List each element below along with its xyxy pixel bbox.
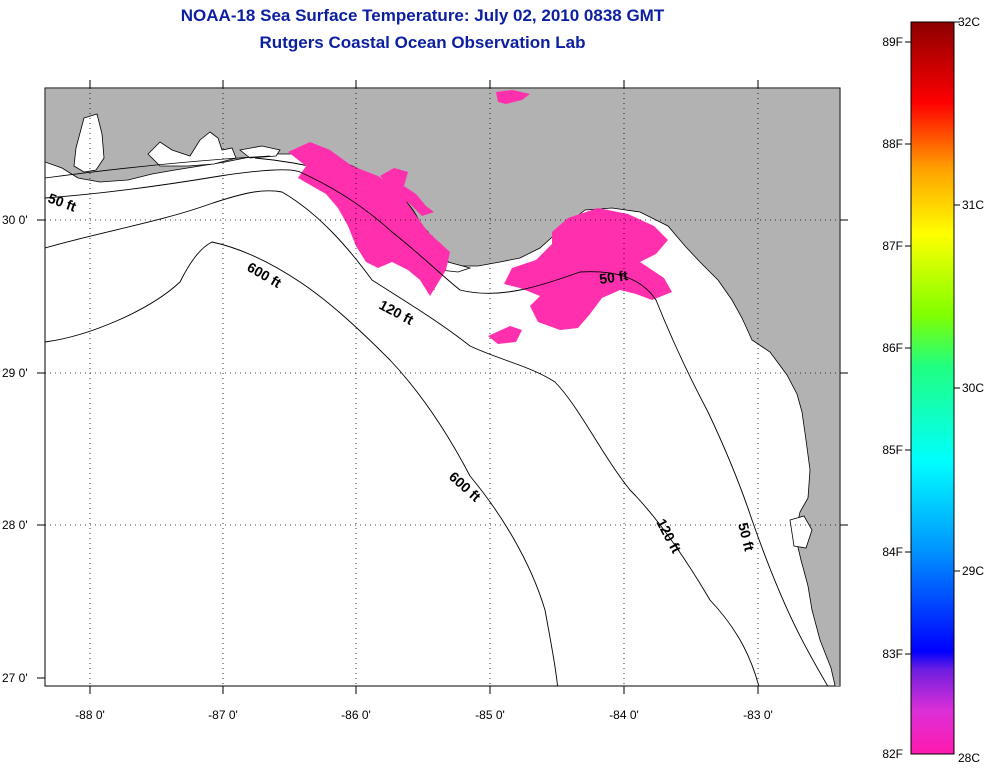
colorbar-f-89: 89F	[882, 35, 903, 49]
lon-label-88: -88 0'	[75, 708, 105, 722]
lat-label-30: 30 0'	[2, 213, 28, 227]
colorbar: 89F 88F 87F 86F 85F 84F 83F 82F 32C 31C …	[882, 15, 984, 765]
sst-patch-estuary	[380, 168, 434, 216]
contour-600ft	[45, 241, 559, 686]
colorbar-f-86: 86F	[882, 341, 903, 355]
pensacola-bay	[147, 131, 237, 167]
colorbar-c-28: 28C	[958, 751, 980, 765]
inland-water	[789, 515, 813, 549]
sst-patches	[288, 90, 672, 344]
contour-label-50ft-e: 50 ft	[598, 267, 629, 287]
choctaw-bay	[239, 145, 281, 159]
colorbar-c-31: 31C	[962, 198, 984, 212]
lat-label-28: 28 0'	[2, 518, 28, 532]
colorbar-c-30: 30C	[962, 381, 984, 395]
colorbar-gradient	[910, 21, 955, 755]
sst-patch-small	[488, 326, 522, 344]
colorbar-f-83: 83F	[882, 647, 903, 661]
colorbar-c-32: 32C	[958, 15, 980, 29]
barrier-island	[45, 155, 271, 179]
contour-label-50ft-s: 50 ft	[735, 521, 758, 553]
sst-patch-east	[504, 208, 672, 330]
map-subtitle: Rutgers Coastal Ocean Observation Lab	[259, 33, 586, 52]
sst-patch-nw	[288, 142, 450, 296]
lat-label-29: 29 0'	[2, 366, 28, 380]
colorbar-f-82: 82F	[882, 747, 903, 761]
lon-label-83: -83 0'	[743, 708, 773, 722]
colorbar-f-87: 87F	[882, 239, 903, 253]
lat-label-27: 27 0'	[2, 671, 28, 685]
sst-patch-inland	[496, 90, 530, 104]
colorbar-f-84: 84F	[882, 545, 903, 559]
colorbar-f-85: 85F	[882, 443, 903, 457]
frame-ticks	[37, 80, 848, 694]
mobile-bay	[73, 113, 105, 173]
contour-120ft	[45, 190, 760, 686]
lon-label-87: -87 0'	[208, 708, 238, 722]
lon-label-86: -86 0'	[341, 708, 371, 722]
colorbar-c-29: 29C	[962, 564, 984, 578]
map-title: NOAA-18 Sea Surface Temperature: July 02…	[180, 6, 665, 25]
lon-label-84: -84 0'	[609, 708, 639, 722]
lon-label-85: -85 0'	[475, 708, 505, 722]
contour-50ft	[45, 169, 829, 686]
colorbar-f-88: 88F	[882, 137, 903, 151]
